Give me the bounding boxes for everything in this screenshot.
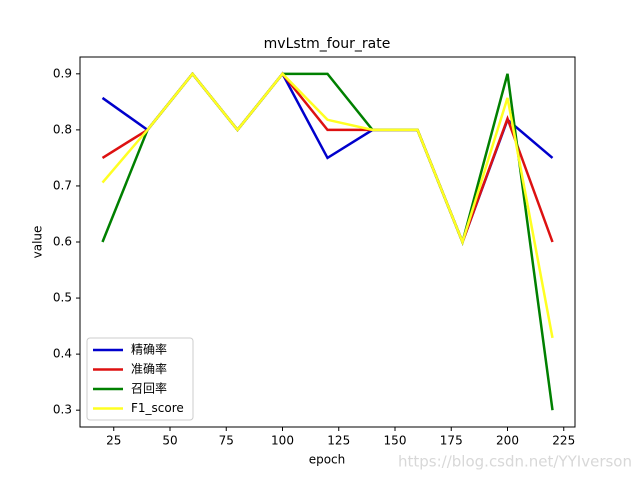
- legend-label: 精确率: [131, 342, 167, 357]
- x-tick-label: 25: [106, 434, 121, 448]
- x-tick-label: 150: [384, 434, 407, 448]
- y-tick-label: 0.8: [53, 122, 72, 136]
- x-tick-label: 200: [496, 434, 519, 448]
- x-tick-label: 175: [440, 434, 463, 448]
- y-tick-label: 0.9: [53, 66, 72, 80]
- x-tick-label: 125: [327, 434, 350, 448]
- y-tick-label: 0.4: [53, 347, 72, 361]
- legend-label: 准确率: [131, 361, 167, 376]
- legend-label: F1_score: [131, 401, 184, 415]
- series-line: [101, 71, 554, 339]
- watermark: https://blog.csdn.net/YYIverson: [398, 453, 632, 471]
- y-tick-label: 0.6: [53, 235, 72, 249]
- legend-label: 召回率: [131, 381, 167, 396]
- x-tick-label: 75: [219, 434, 234, 448]
- x-tick-label: 50: [162, 434, 177, 448]
- legend-box: [86, 337, 194, 421]
- x-axis-label: epoch: [309, 453, 346, 467]
- x-tick-label: 100: [271, 434, 294, 448]
- y-tick-label: 0.7: [53, 178, 72, 192]
- x-tick-label: 225: [552, 434, 575, 448]
- plot-frame: [79, 56, 576, 428]
- y-tick-label: 0.5: [53, 291, 72, 305]
- y-tick-label: 0.3: [53, 403, 72, 417]
- y-axis-label: value: [31, 226, 45, 259]
- chart-title: mvLstm_four_rate: [264, 36, 391, 52]
